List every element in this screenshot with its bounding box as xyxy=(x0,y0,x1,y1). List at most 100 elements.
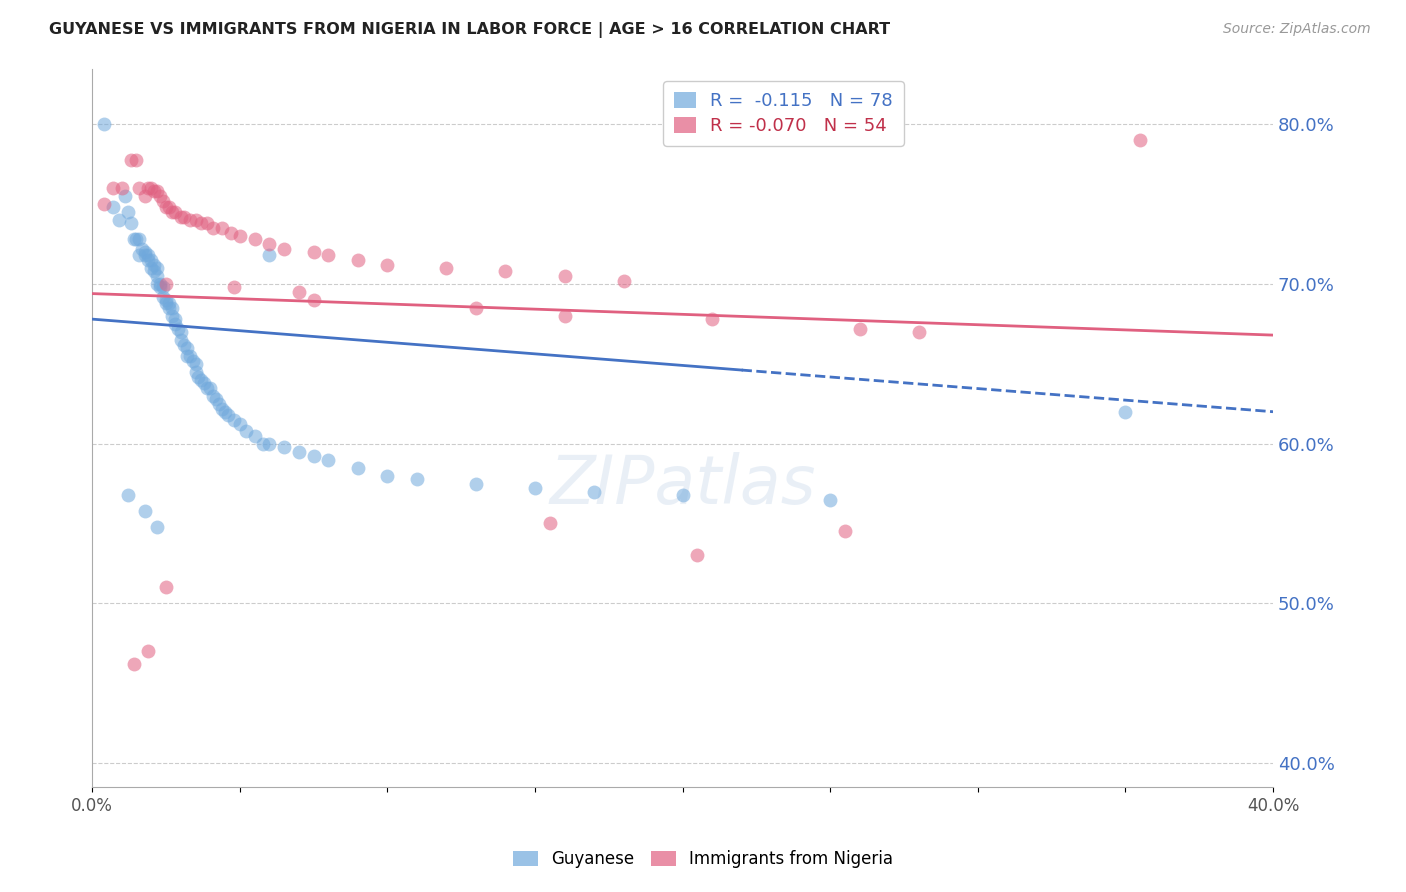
Point xyxy=(202,389,225,403)
Point xyxy=(195,216,218,230)
Point xyxy=(211,221,233,235)
Point xyxy=(125,232,148,246)
Point xyxy=(465,476,488,491)
Point xyxy=(302,450,325,464)
Point xyxy=(146,519,169,533)
Point xyxy=(136,644,159,658)
Point xyxy=(184,365,207,379)
Point xyxy=(205,392,228,406)
Point xyxy=(273,440,295,454)
Point xyxy=(190,373,212,387)
Text: Source: ZipAtlas.com: Source: ZipAtlas.com xyxy=(1223,22,1371,37)
Point xyxy=(134,189,156,203)
Point xyxy=(146,185,169,199)
Point xyxy=(686,549,709,563)
Point xyxy=(128,181,150,195)
Point xyxy=(259,436,281,450)
Point xyxy=(152,194,174,208)
Point xyxy=(347,253,370,268)
Text: ZIPatlas: ZIPatlas xyxy=(550,452,815,518)
Point xyxy=(152,290,174,304)
Point xyxy=(184,357,207,371)
Point xyxy=(252,436,274,450)
Point xyxy=(141,261,163,276)
Point xyxy=(288,285,311,299)
Point xyxy=(157,301,180,315)
Point xyxy=(101,201,124,215)
Legend: Guyanese, Immigrants from Nigeria: Guyanese, Immigrants from Nigeria xyxy=(506,844,900,875)
Point xyxy=(136,181,159,195)
Point xyxy=(120,153,142,167)
Point xyxy=(173,210,195,224)
Point xyxy=(131,242,153,256)
Text: GUYANESE VS IMMIGRANTS FROM NIGERIA IN LABOR FORCE | AGE > 16 CORRELATION CHART: GUYANESE VS IMMIGRANTS FROM NIGERIA IN L… xyxy=(49,22,890,38)
Point xyxy=(155,580,177,594)
Point xyxy=(190,216,212,230)
Point xyxy=(136,248,159,262)
Point xyxy=(243,428,266,442)
Point xyxy=(208,397,231,411)
Point xyxy=(495,264,517,278)
Point xyxy=(554,268,576,283)
Point xyxy=(143,264,166,278)
Point xyxy=(170,325,193,339)
Point xyxy=(141,253,163,268)
Point xyxy=(848,322,870,336)
Point xyxy=(146,268,169,283)
Point xyxy=(524,481,547,495)
Point xyxy=(146,261,169,276)
Point xyxy=(538,516,561,531)
Legend: R =  -0.115   N = 78, R = -0.070   N = 54: R = -0.115 N = 78, R = -0.070 N = 54 xyxy=(664,81,904,145)
Point xyxy=(111,181,134,195)
Point xyxy=(235,424,257,438)
Point xyxy=(107,213,129,227)
Point xyxy=(152,280,174,294)
Point xyxy=(834,524,856,539)
Point xyxy=(160,205,183,219)
Point xyxy=(907,325,929,339)
Point xyxy=(318,452,340,467)
Point xyxy=(318,248,340,262)
Point xyxy=(406,472,429,486)
Point xyxy=(141,181,163,195)
Point xyxy=(122,232,145,246)
Point xyxy=(219,226,242,240)
Point xyxy=(170,210,193,224)
Point xyxy=(120,216,142,230)
Point xyxy=(122,657,145,671)
Point xyxy=(93,197,115,211)
Point xyxy=(288,444,311,458)
Point xyxy=(128,232,150,246)
Point xyxy=(1114,405,1136,419)
Point xyxy=(181,353,204,368)
Point xyxy=(229,229,252,244)
Point xyxy=(155,277,177,291)
Point xyxy=(700,312,723,326)
Point xyxy=(134,245,156,260)
Point xyxy=(612,274,634,288)
Point xyxy=(195,381,218,395)
Point xyxy=(176,341,198,355)
Point xyxy=(149,280,172,294)
Point xyxy=(211,401,233,416)
Point xyxy=(347,460,370,475)
Point xyxy=(377,468,399,483)
Point xyxy=(222,413,245,427)
Point xyxy=(134,248,156,262)
Point xyxy=(302,245,325,260)
Point xyxy=(114,189,136,203)
Point xyxy=(176,349,198,363)
Point xyxy=(436,261,458,276)
Point xyxy=(173,337,195,351)
Point xyxy=(554,309,576,323)
Point xyxy=(160,309,183,323)
Point xyxy=(93,117,115,131)
Point xyxy=(259,237,281,252)
Point xyxy=(259,248,281,262)
Point xyxy=(157,296,180,310)
Point xyxy=(163,205,186,219)
Point xyxy=(377,258,399,272)
Point xyxy=(179,349,201,363)
Point xyxy=(671,488,693,502)
Point xyxy=(243,232,266,246)
